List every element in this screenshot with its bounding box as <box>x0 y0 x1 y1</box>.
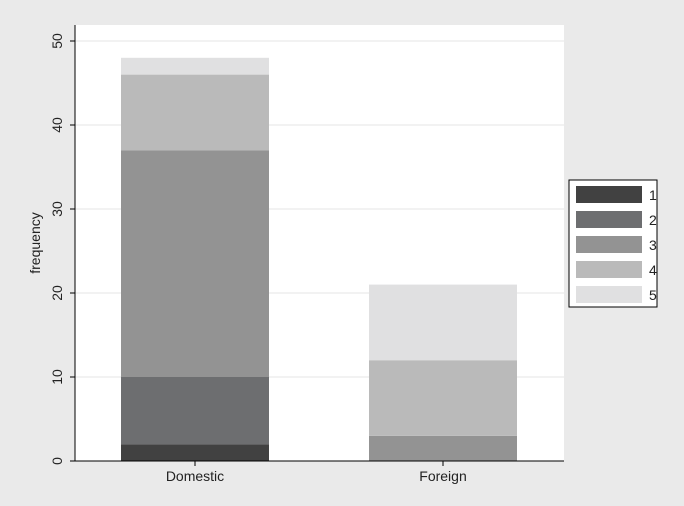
y-axis-ticks: 0 10 20 30 40 50 <box>49 33 75 465</box>
legend-swatch-2 <box>576 211 642 228</box>
y-tick-label: 50 <box>49 33 65 49</box>
x-axis-ticks: Domestic Foreign <box>166 461 467 484</box>
legend: 1 2 3 4 5 <box>568 179 658 308</box>
y-tick-label: 20 <box>49 285 65 301</box>
legend-label-1: 1 <box>649 187 657 203</box>
y-tick-label: 0 <box>49 457 65 465</box>
y-axis-label: frequency <box>27 212 43 273</box>
bar-segment-domestic-2 <box>121 377 269 445</box>
bar-segment-foreign-4 <box>369 360 517 436</box>
bar-segment-foreign-5 <box>369 284 517 361</box>
legend-swatch-4 <box>576 261 642 278</box>
legend-label-5: 5 <box>649 287 657 303</box>
bars <box>121 57 517 461</box>
x-tick-label: Foreign <box>419 468 466 484</box>
legend-swatch-1 <box>576 186 642 203</box>
y-tick-label: 30 <box>49 201 65 217</box>
y-tick-label: 10 <box>49 369 65 385</box>
legend-label-4: 4 <box>649 262 657 278</box>
bar-segment-domestic-5 <box>121 57 269 75</box>
bar-segment-domestic-4 <box>121 74 269 151</box>
bar-segment-domestic-3 <box>121 150 269 377</box>
y-tick-label: 40 <box>49 117 65 133</box>
legend-swatch-3 <box>576 236 642 253</box>
bar-segment-domestic-1 <box>121 444 269 461</box>
bar-segment-foreign-3 <box>369 435 517 461</box>
x-tick-label: Domestic <box>166 468 224 484</box>
legend-label-3: 3 <box>649 237 657 253</box>
legend-label-2: 2 <box>649 212 657 228</box>
legend-swatch-5 <box>576 286 642 303</box>
